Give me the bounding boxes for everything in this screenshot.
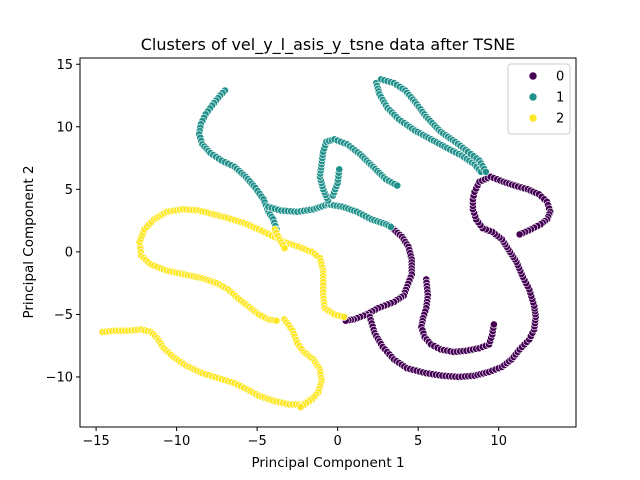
y-axis-label: Principal Component 2 — [21, 165, 37, 318]
chart-title: Clusters of vel_y_l_asis_y_tsne data aft… — [141, 35, 516, 55]
data-point-cluster-1 — [393, 181, 402, 190]
data-point-cluster-1 — [481, 167, 490, 176]
data-point-cluster-1 — [335, 165, 344, 174]
y-tick-label: −10 — [46, 370, 73, 385]
data-point-cluster-2 — [280, 244, 289, 253]
data-point-cluster-2 — [296, 403, 305, 411]
legend-marker-1 — [528, 92, 538, 102]
y-tick-label: 10 — [56, 120, 73, 135]
x-tick-label: 0 — [334, 434, 342, 449]
scatter-points — [98, 75, 555, 411]
legend-box — [507, 63, 571, 135]
legend-label-0: 0 — [556, 70, 564, 85]
x-tick-label: −5 — [248, 434, 267, 449]
legend-label-2: 2 — [556, 112, 564, 127]
data-point-cluster-1 — [386, 222, 395, 231]
y-axis-ticks: −10 −5 0 5 10 15 — [46, 58, 80, 385]
x-axis-ticks: −15 −10 −5 0 5 10 — [82, 427, 507, 449]
plot-frame — [79, 57, 577, 428]
x-tick-label: −10 — [163, 434, 190, 449]
y-tick-label: −5 — [54, 308, 73, 323]
y-tick-label: 0 — [65, 245, 73, 260]
x-tick-label: 10 — [490, 434, 507, 449]
legend-marker-0 — [528, 71, 538, 81]
legend: 0 1 2 — [507, 63, 571, 135]
data-point-cluster-2 — [340, 313, 348, 321]
data-point-cluster-0 — [515, 230, 524, 239]
data-point-cluster-2 — [272, 316, 281, 325]
x-tick-label: 5 — [414, 434, 422, 449]
y-tick-label: 15 — [56, 58, 73, 73]
data-point-cluster-0 — [489, 320, 498, 329]
legend-marker-2 — [528, 113, 538, 123]
x-axis-label: Principal Component 1 — [251, 455, 404, 471]
legend-label-1: 1 — [556, 91, 564, 106]
x-tick-label: −15 — [82, 434, 109, 449]
y-tick-label: 5 — [65, 183, 73, 198]
